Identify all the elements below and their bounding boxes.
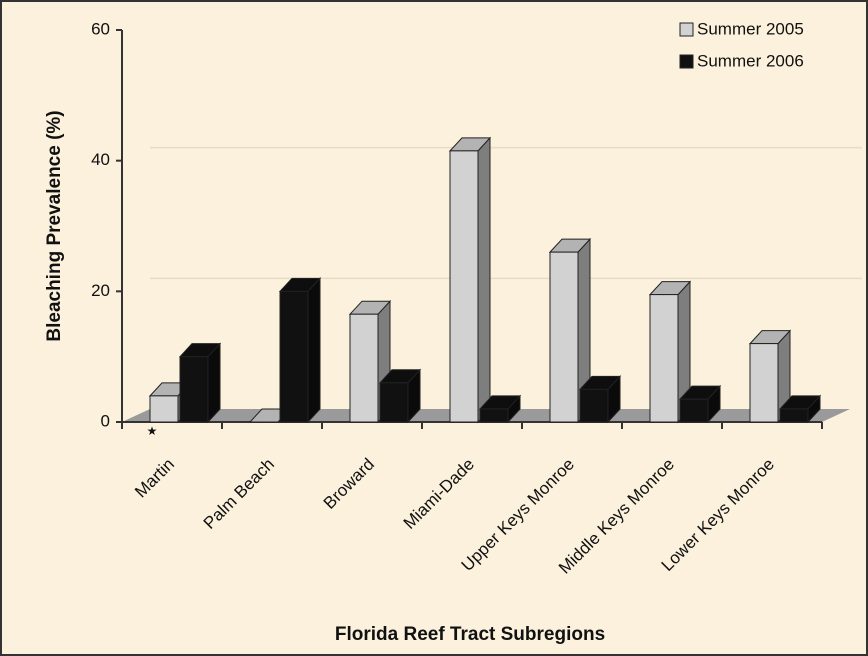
- bar-side: [477, 136, 491, 424]
- bar: [679, 398, 709, 423]
- bar: [479, 408, 509, 423]
- y-tick-label: 20: [91, 281, 110, 300]
- y-tick-label: 40: [91, 150, 110, 169]
- bar: [279, 290, 309, 423]
- legend-label: Summer 2005: [697, 19, 804, 38]
- y-tick-label: 0: [101, 411, 110, 430]
- bar: [649, 294, 679, 423]
- bar: [349, 313, 379, 423]
- bar: [779, 408, 809, 423]
- bar: [179, 356, 209, 423]
- bar: [549, 251, 579, 423]
- y-tick-label: 60: [91, 19, 110, 38]
- y-axis-label: Bleaching Prevalence (%): [44, 110, 65, 341]
- bar: [379, 382, 409, 423]
- bar: [449, 150, 479, 423]
- legend-label: Summer 2006: [697, 51, 804, 70]
- x-axis-label: Florida Reef Tract Subregions: [335, 624, 605, 645]
- legend-swatch: [679, 22, 694, 37]
- bar: [579, 388, 609, 423]
- bar-side: [307, 277, 321, 424]
- legend-swatch: [679, 54, 694, 69]
- bar: [149, 395, 179, 423]
- bar: [749, 343, 779, 423]
- annotation: ★: [147, 424, 158, 438]
